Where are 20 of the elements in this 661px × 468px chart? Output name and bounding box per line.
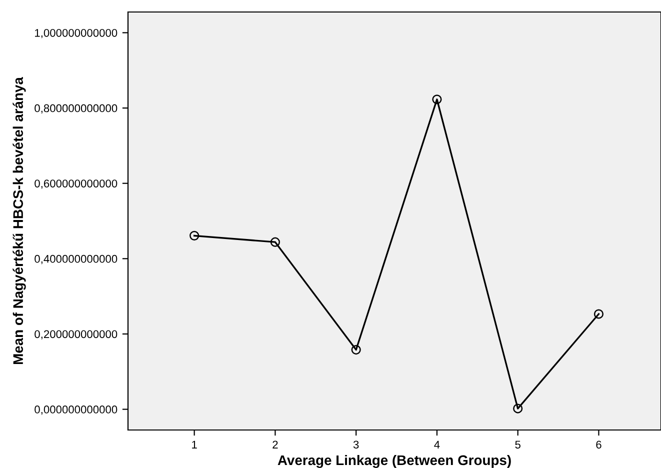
y-tick-label: 0,400000000000 <box>34 254 118 264</box>
x-tick-label: 1 <box>192 440 197 448</box>
x-tick-label: 4 <box>434 440 440 448</box>
point <box>432 94 442 104</box>
x-tick-label: 2 <box>272 440 278 448</box>
x-axis-title: Average Linkage (Between Groups) <box>278 454 511 468</box>
point <box>270 237 280 247</box>
y-tick-label: 0,600000000000 <box>34 180 118 189</box>
point <box>190 230 200 240</box>
x-tick-label: 5 <box>515 440 520 449</box>
y-tick-label: 1,000000000000 <box>35 28 118 38</box>
point <box>594 309 604 319</box>
y-tick-label: 0,200000000000 <box>34 330 118 340</box>
x-tick-label: 6 <box>596 440 602 449</box>
y-axis-title: Mean of Nagyértékű HBCS-k bevétel aránya <box>12 76 26 364</box>
y-tick-label: 0,800000000000 <box>34 104 118 114</box>
point <box>351 344 361 355</box>
x-tick-label: 3 <box>353 440 359 449</box>
point <box>513 404 523 414</box>
y-tick-label: 0,000000000000 <box>34 406 118 415</box>
